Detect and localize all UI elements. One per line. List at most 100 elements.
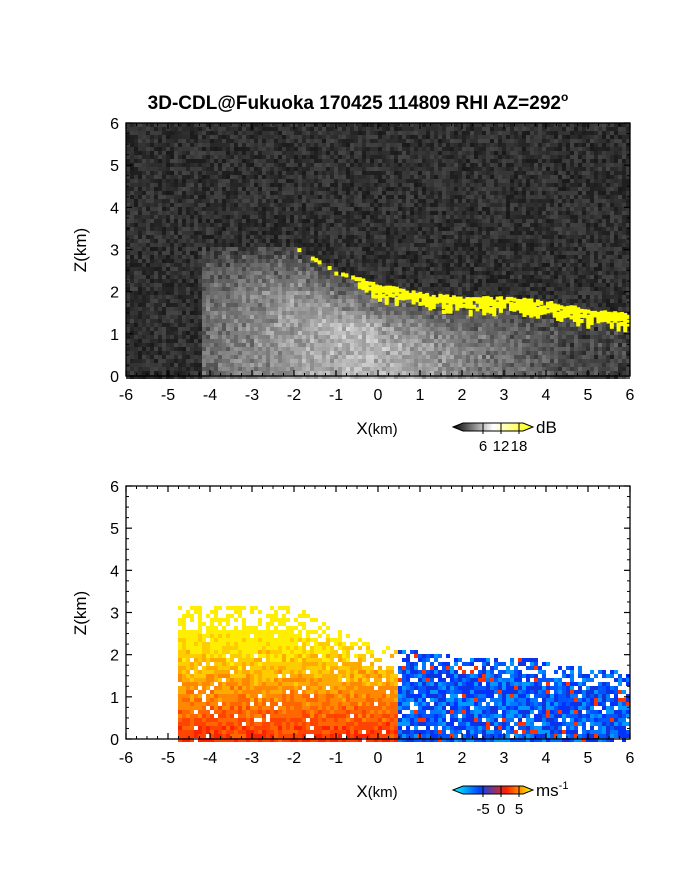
backscatter-cell bbox=[326, 235, 330, 239]
backscatter-cell bbox=[522, 139, 526, 143]
backscatter-cell bbox=[570, 195, 574, 199]
backscatter-cell bbox=[598, 219, 602, 223]
backscatter-cell bbox=[314, 275, 318, 279]
backscatter-cell bbox=[350, 259, 354, 263]
backscatter-cell bbox=[158, 211, 162, 215]
backscatter-cell bbox=[482, 199, 486, 203]
backscatter-cell bbox=[246, 139, 250, 143]
backscatter-cell bbox=[198, 175, 202, 179]
backscatter-cell bbox=[438, 215, 442, 219]
backscatter-cell bbox=[622, 183, 626, 187]
backscatter-cell bbox=[502, 235, 506, 239]
backscatter-cell bbox=[270, 135, 274, 139]
backscatter-cell bbox=[150, 279, 154, 283]
backscatter-cell bbox=[590, 167, 594, 171]
backscatter-cell bbox=[418, 215, 422, 219]
backscatter-cell bbox=[466, 223, 470, 227]
backscatter-cell bbox=[554, 127, 558, 131]
backscatter-cell bbox=[622, 151, 626, 155]
backscatter-cell bbox=[622, 171, 626, 175]
backscatter-cell bbox=[382, 187, 386, 191]
backscatter-cell bbox=[262, 191, 266, 195]
backscatter-cell bbox=[518, 243, 522, 247]
backscatter-cell bbox=[206, 219, 210, 223]
backscatter-cell bbox=[418, 143, 422, 147]
backscatter-cell bbox=[194, 131, 198, 135]
backscatter-cell bbox=[178, 187, 182, 191]
backscatter-cell bbox=[334, 179, 338, 183]
backscatter-cell bbox=[394, 271, 398, 275]
backscatter-cell bbox=[382, 183, 386, 187]
backscatter-cell bbox=[186, 263, 190, 267]
backscatter-cell bbox=[306, 251, 310, 255]
backscatter-cell bbox=[470, 215, 474, 219]
backscatter-cell bbox=[186, 147, 190, 151]
backscatter-cell bbox=[250, 231, 254, 235]
backscatter-cell bbox=[242, 171, 246, 175]
backscatter-cell bbox=[402, 235, 406, 239]
backscatter-cell bbox=[282, 263, 286, 267]
backscatter-cell bbox=[258, 255, 262, 259]
backscatter-cell bbox=[470, 203, 474, 207]
backscatter-cell bbox=[598, 251, 602, 255]
backscatter-cell bbox=[194, 203, 198, 207]
backscatter-cell bbox=[182, 199, 186, 203]
backscatter-cell bbox=[282, 147, 286, 151]
backscatter-cell bbox=[530, 211, 534, 215]
backscatter-cell bbox=[134, 195, 138, 199]
backscatter-cell bbox=[222, 123, 226, 127]
backscatter-cell bbox=[466, 123, 470, 127]
backscatter-cell bbox=[170, 147, 174, 151]
backscatter-cell bbox=[402, 227, 406, 231]
backscatter-cell bbox=[214, 187, 218, 191]
backscatter-cell bbox=[618, 239, 622, 243]
backscatter-cell bbox=[526, 139, 530, 143]
backscatter-cell bbox=[334, 239, 338, 243]
backscatter-cell bbox=[598, 239, 602, 243]
backscatter-cell bbox=[622, 179, 626, 183]
backscatter-cell bbox=[330, 219, 334, 223]
backscatter-cell bbox=[254, 147, 258, 151]
backscatter-cell bbox=[306, 191, 310, 195]
backscatter-cell bbox=[622, 275, 626, 279]
backscatter-cell bbox=[510, 231, 514, 235]
backscatter-cell bbox=[410, 215, 414, 219]
backscatter-cell bbox=[274, 203, 278, 207]
backscatter-cell bbox=[350, 203, 354, 207]
backscatter-cell bbox=[594, 167, 598, 171]
backscatter-cell bbox=[190, 179, 194, 183]
backscatter-cell bbox=[574, 251, 578, 255]
backscatter-cell bbox=[602, 227, 606, 231]
backscatter-cell bbox=[294, 255, 298, 259]
backscatter-cell bbox=[162, 215, 166, 219]
backscatter-cell bbox=[430, 147, 434, 151]
backscatter-cell bbox=[330, 151, 334, 155]
backscatter-cell bbox=[162, 123, 166, 127]
backscatter-cell bbox=[330, 183, 334, 187]
backscatter-cell bbox=[378, 167, 382, 171]
backscatter-cell bbox=[270, 195, 274, 199]
backscatter-cell bbox=[418, 139, 422, 143]
backscatter-cell bbox=[222, 187, 226, 191]
backscatter-cell bbox=[242, 271, 246, 275]
backscatter-cell bbox=[146, 171, 150, 175]
backscatter-cell bbox=[186, 167, 190, 171]
backscatter-cell bbox=[310, 279, 314, 283]
backscatter-cell bbox=[206, 211, 210, 215]
backscatter-cell bbox=[182, 155, 186, 159]
backscatter-cell bbox=[606, 175, 610, 179]
backscatter-cell bbox=[306, 215, 310, 219]
backscatter-cell bbox=[326, 219, 330, 223]
backscatter-cell bbox=[390, 199, 394, 203]
backscatter-cell bbox=[466, 143, 470, 147]
backscatter-cell bbox=[154, 267, 158, 271]
backscatter-cell bbox=[578, 127, 582, 131]
backscatter-cell bbox=[178, 227, 182, 231]
backscatter-cell bbox=[486, 139, 490, 143]
backscatter-cell bbox=[342, 139, 346, 143]
backscatter-cell bbox=[374, 155, 378, 159]
backscatter-cell bbox=[266, 151, 270, 155]
backscatter-cell bbox=[394, 199, 398, 203]
backscatter-cell bbox=[514, 243, 518, 247]
backscatter-cell bbox=[130, 271, 134, 275]
